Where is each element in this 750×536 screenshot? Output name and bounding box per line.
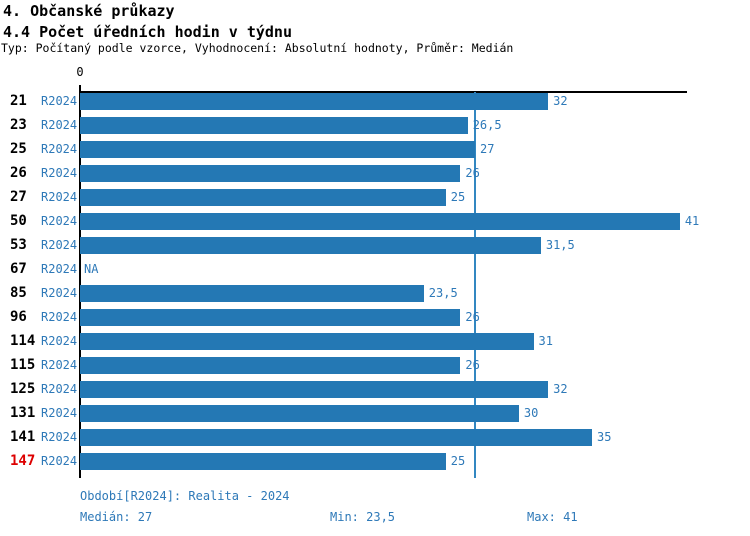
value-label: 32 xyxy=(553,94,568,108)
bar-row: 147 R2024 25 xyxy=(0,452,750,476)
series-label: R2024 xyxy=(41,118,78,132)
series-label: R2024 xyxy=(41,406,78,420)
category-label: 125 xyxy=(10,381,36,397)
category-label: 115 xyxy=(10,357,36,373)
series-label: R2024 xyxy=(41,142,78,156)
series-label: R2024 xyxy=(41,382,78,396)
axis-zero-tick-label: 0 xyxy=(76,65,84,79)
value-bar xyxy=(80,165,461,182)
value-bar xyxy=(80,237,541,254)
category-label: 26 xyxy=(10,165,27,181)
bar-row: 85 R2024 23,5 xyxy=(0,284,750,308)
na-label: NA xyxy=(84,262,99,276)
category-label: 131 xyxy=(10,405,36,421)
category-label: 53 xyxy=(10,237,27,253)
category-label-highlighted: 147 xyxy=(10,453,36,469)
bar-row: 23 R2024 26,5 xyxy=(0,116,750,140)
bar-row: 26 R2024 26 xyxy=(0,164,750,188)
value-bar xyxy=(80,381,549,398)
series-label: R2024 xyxy=(41,310,78,324)
series-label: R2024 xyxy=(41,454,78,468)
value-bar xyxy=(80,357,461,374)
series-label: R2024 xyxy=(41,286,78,300)
value-bar xyxy=(80,333,534,350)
footer-median-stat: Medián: 27 xyxy=(80,510,153,524)
category-label: 114 xyxy=(10,333,36,349)
value-label: 23,5 xyxy=(428,286,458,300)
chart-meta-line: Typ: Počítaný podle vzorce, Vyhodnocení:… xyxy=(1,41,514,55)
bar-row: 27 R2024 25 xyxy=(0,188,750,212)
value-bar xyxy=(80,141,475,158)
bar-row: 96 R2024 26 xyxy=(0,308,750,332)
value-label: 27 xyxy=(480,142,495,156)
series-label: R2024 xyxy=(41,166,78,180)
category-label: 85 xyxy=(10,285,27,301)
value-label: 41 xyxy=(684,214,700,228)
bar-row: 125 R2024 32 xyxy=(0,380,750,404)
bar-row: 50 R2024 41 xyxy=(0,212,750,236)
series-label: R2024 xyxy=(41,334,78,348)
value-label: 26 xyxy=(465,310,480,324)
bar-row: 141 R2024 35 xyxy=(0,428,750,452)
value-label: 26 xyxy=(465,358,480,372)
bar-row: 114 R2024 31 xyxy=(0,332,750,356)
series-label: R2024 xyxy=(41,262,78,276)
category-label: 23 xyxy=(10,117,27,133)
value-bar xyxy=(80,117,468,134)
category-label: 27 xyxy=(10,189,27,205)
value-label: 31 xyxy=(538,334,553,348)
axis-baseline xyxy=(79,85,81,478)
value-bar xyxy=(80,93,549,110)
bar-row: 67 R2024 NA xyxy=(0,260,750,284)
bar-rows-container: 21 R2024 32 23 R2024 26,5 25 R2024 27 26 R2024 26 27… xyxy=(0,92,750,476)
chart-title: 4.4 Počet úředních hodin v týdnu xyxy=(3,23,292,41)
value-label: 26 xyxy=(465,166,480,180)
value-bar xyxy=(80,309,461,326)
footer-period-label: Období[R2024]: Realita - 2024 xyxy=(80,489,290,503)
series-label: R2024 xyxy=(41,430,78,444)
bar-row: 21 R2024 32 xyxy=(0,92,750,116)
value-bar xyxy=(80,405,519,422)
value-label: 26,5 xyxy=(472,118,502,132)
value-label: 31,5 xyxy=(545,238,575,252)
value-bar xyxy=(80,453,446,470)
category-label: 67 xyxy=(10,261,27,277)
page-title: 4. Občanské průkazy xyxy=(3,2,175,20)
value-bar xyxy=(80,213,680,230)
value-bar xyxy=(80,189,446,206)
value-label: 32 xyxy=(553,382,568,396)
category-label: 21 xyxy=(10,93,27,109)
footer-min-stat: Min: 23,5 xyxy=(330,510,396,524)
value-label: 30 xyxy=(523,406,539,420)
bar-row: 115 R2024 26 xyxy=(0,356,750,380)
value-label: 35 xyxy=(597,430,612,444)
value-label: 25 xyxy=(450,190,466,204)
category-label: 96 xyxy=(10,309,27,325)
series-label: R2024 xyxy=(41,214,78,228)
footer-max-stat: Max: 41 xyxy=(527,510,578,524)
series-label: R2024 xyxy=(41,238,78,252)
category-label: 25 xyxy=(10,141,27,157)
category-label: 141 xyxy=(10,429,36,445)
series-label: R2024 xyxy=(41,358,78,372)
series-label: R2024 xyxy=(41,190,78,204)
category-label: 50 xyxy=(10,213,27,229)
bar-row: 25 R2024 27 xyxy=(0,140,750,164)
axis-top-line xyxy=(80,91,687,93)
value-label: 25 xyxy=(450,454,466,468)
value-bar xyxy=(80,429,593,446)
value-bar xyxy=(80,285,424,302)
bar-row: 53 R2024 31,5 xyxy=(0,236,750,260)
series-label: R2024 xyxy=(41,94,78,108)
bar-row: 131 R2024 30 xyxy=(0,404,750,428)
median-line xyxy=(474,92,476,478)
